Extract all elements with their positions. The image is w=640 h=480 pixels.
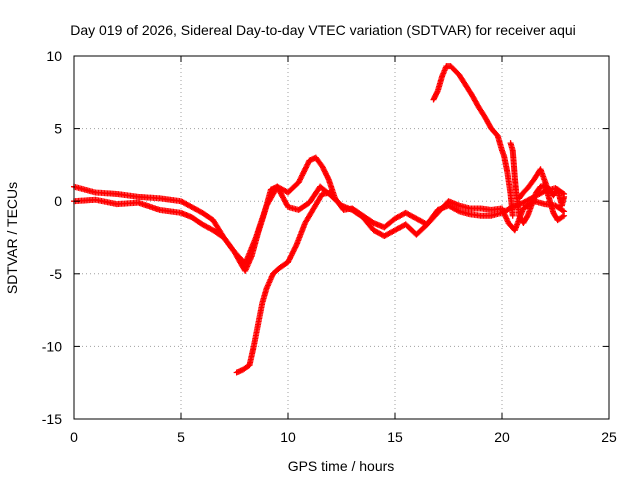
plot-frame bbox=[73, 55, 610, 420]
data-point bbox=[292, 244, 299, 251]
series-track-a bbox=[71, 154, 568, 274]
data-point bbox=[559, 213, 566, 220]
data-point bbox=[454, 207, 461, 214]
y-tick-label: -5 bbox=[50, 266, 63, 282]
data-point bbox=[561, 193, 568, 200]
x-tick-label: 25 bbox=[601, 429, 617, 445]
y-tick-label: 0 bbox=[54, 193, 62, 209]
y-tick-label: 10 bbox=[46, 48, 62, 64]
data-point bbox=[523, 213, 530, 220]
y-tick-label: -15 bbox=[42, 411, 62, 427]
series-track-c bbox=[233, 189, 334, 376]
data-point bbox=[289, 249, 296, 256]
data-point bbox=[286, 255, 293, 262]
series-track-f bbox=[516, 166, 568, 209]
data-point bbox=[288, 251, 295, 258]
x-tick-label: 10 bbox=[280, 429, 296, 445]
y-tick-label: -10 bbox=[42, 338, 62, 354]
data-point bbox=[509, 212, 516, 219]
series-track-e bbox=[507, 140, 568, 226]
x-axis-label: GPS time / hours bbox=[288, 458, 395, 474]
y-axis-label: SDTVAR / TECUs bbox=[4, 182, 20, 294]
y-tick-labels: -15 -10 -5 0 5 10 bbox=[42, 48, 62, 427]
series-track-d bbox=[430, 63, 516, 219]
y-tick-label: 5 bbox=[54, 121, 62, 137]
data-series bbox=[71, 63, 568, 376]
data-point bbox=[290, 247, 297, 254]
data-point bbox=[559, 207, 566, 214]
data-point bbox=[285, 259, 291, 266]
data-point bbox=[286, 256, 293, 263]
data-point bbox=[288, 252, 295, 259]
x-tick-label: 5 bbox=[177, 429, 185, 445]
chart-title: Day 019 of 2026, Sidereal Day-to-day VTE… bbox=[70, 22, 576, 38]
data-point bbox=[561, 212, 568, 219]
data-point bbox=[292, 243, 299, 250]
axis-ticks bbox=[73, 55, 610, 420]
data-point bbox=[327, 189, 334, 196]
x-tick-label: 20 bbox=[494, 429, 510, 445]
x-tick-label: 0 bbox=[70, 429, 78, 445]
data-point bbox=[291, 245, 298, 252]
data-point bbox=[287, 253, 294, 260]
x-tick-label: 15 bbox=[387, 429, 403, 445]
data-point bbox=[285, 257, 292, 264]
grid-lines bbox=[74, 56, 609, 419]
data-point bbox=[290, 248, 297, 255]
x-tick-labels: 0 5 10 15 20 25 bbox=[70, 429, 617, 445]
